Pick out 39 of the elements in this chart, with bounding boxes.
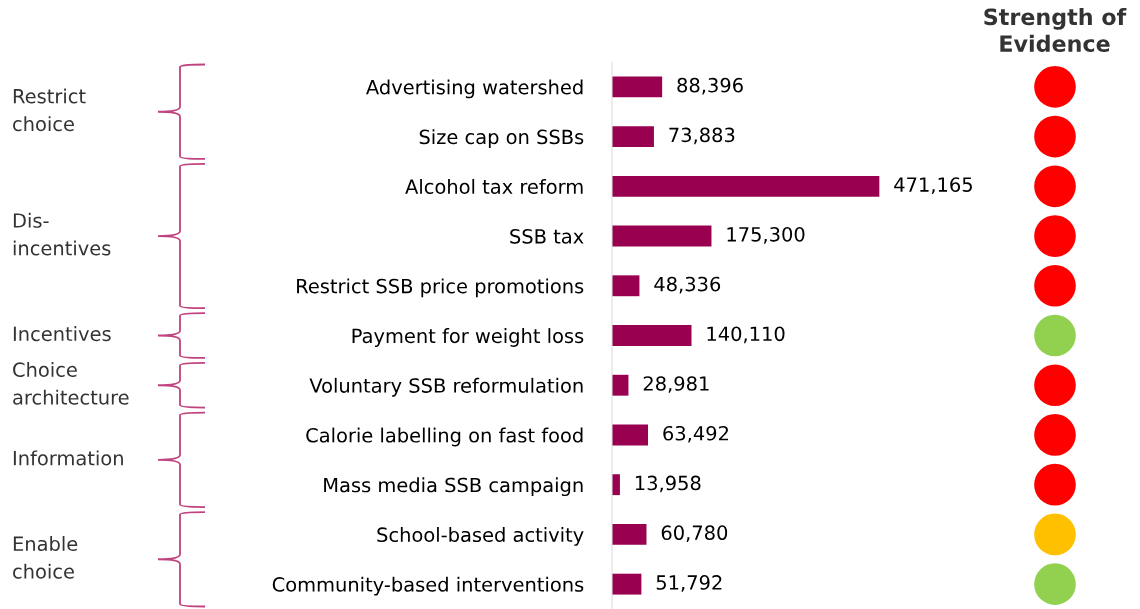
data-label: 471,165 xyxy=(894,177,972,194)
text: Information xyxy=(13,450,123,466)
y-tick-label: Alcohol tax reform xyxy=(405,178,583,194)
text: Strength of Evidence xyxy=(984,8,1127,52)
data-label: 48,336 xyxy=(654,276,721,294)
bar xyxy=(612,76,663,98)
y-tick-label: SSB tax xyxy=(510,229,584,244)
bar xyxy=(612,275,640,297)
y-tick-label: Community-based interventions xyxy=(272,576,584,596)
bar xyxy=(612,424,649,446)
bar xyxy=(612,225,712,247)
text: Incentives xyxy=(13,326,111,342)
bar xyxy=(612,325,692,346)
y-tick-label: Restrict SSB price promotions xyxy=(297,278,584,298)
data-label: 60,780 xyxy=(661,525,728,543)
y-tick-label: School-based activity xyxy=(377,527,584,546)
text: Enable choice xyxy=(13,536,78,579)
data-label: 140,110 xyxy=(707,326,785,344)
bar xyxy=(612,374,629,396)
data-label: 51,792 xyxy=(656,575,722,592)
bar xyxy=(612,126,654,148)
y-tick-label: Calorie labelling on fast food xyxy=(306,427,583,447)
y-tick-label: Advertising watershed xyxy=(366,79,583,99)
data-label: 28,981 xyxy=(643,376,709,393)
y-tick-label: Payment for weight loss xyxy=(352,328,584,347)
data-label: 73,883 xyxy=(669,127,735,145)
bar xyxy=(612,523,647,545)
data-label: 88,396 xyxy=(677,77,743,95)
text: Restrict choice xyxy=(13,88,86,132)
data-label: 63,492 xyxy=(663,425,728,443)
data-label: 175,300 xyxy=(727,226,805,244)
y-tick-label: Size cap on SSBs xyxy=(419,129,584,149)
bar xyxy=(612,573,642,595)
text: Choice architecture xyxy=(13,361,129,405)
bar xyxy=(612,175,880,197)
data-label: 13,958 xyxy=(635,475,701,493)
text: Dis- incentives xyxy=(13,212,111,256)
y-tick-label: Mass media SSB campaign xyxy=(324,477,583,497)
y-tick-label: Voluntary SSB reformulation xyxy=(309,377,583,397)
